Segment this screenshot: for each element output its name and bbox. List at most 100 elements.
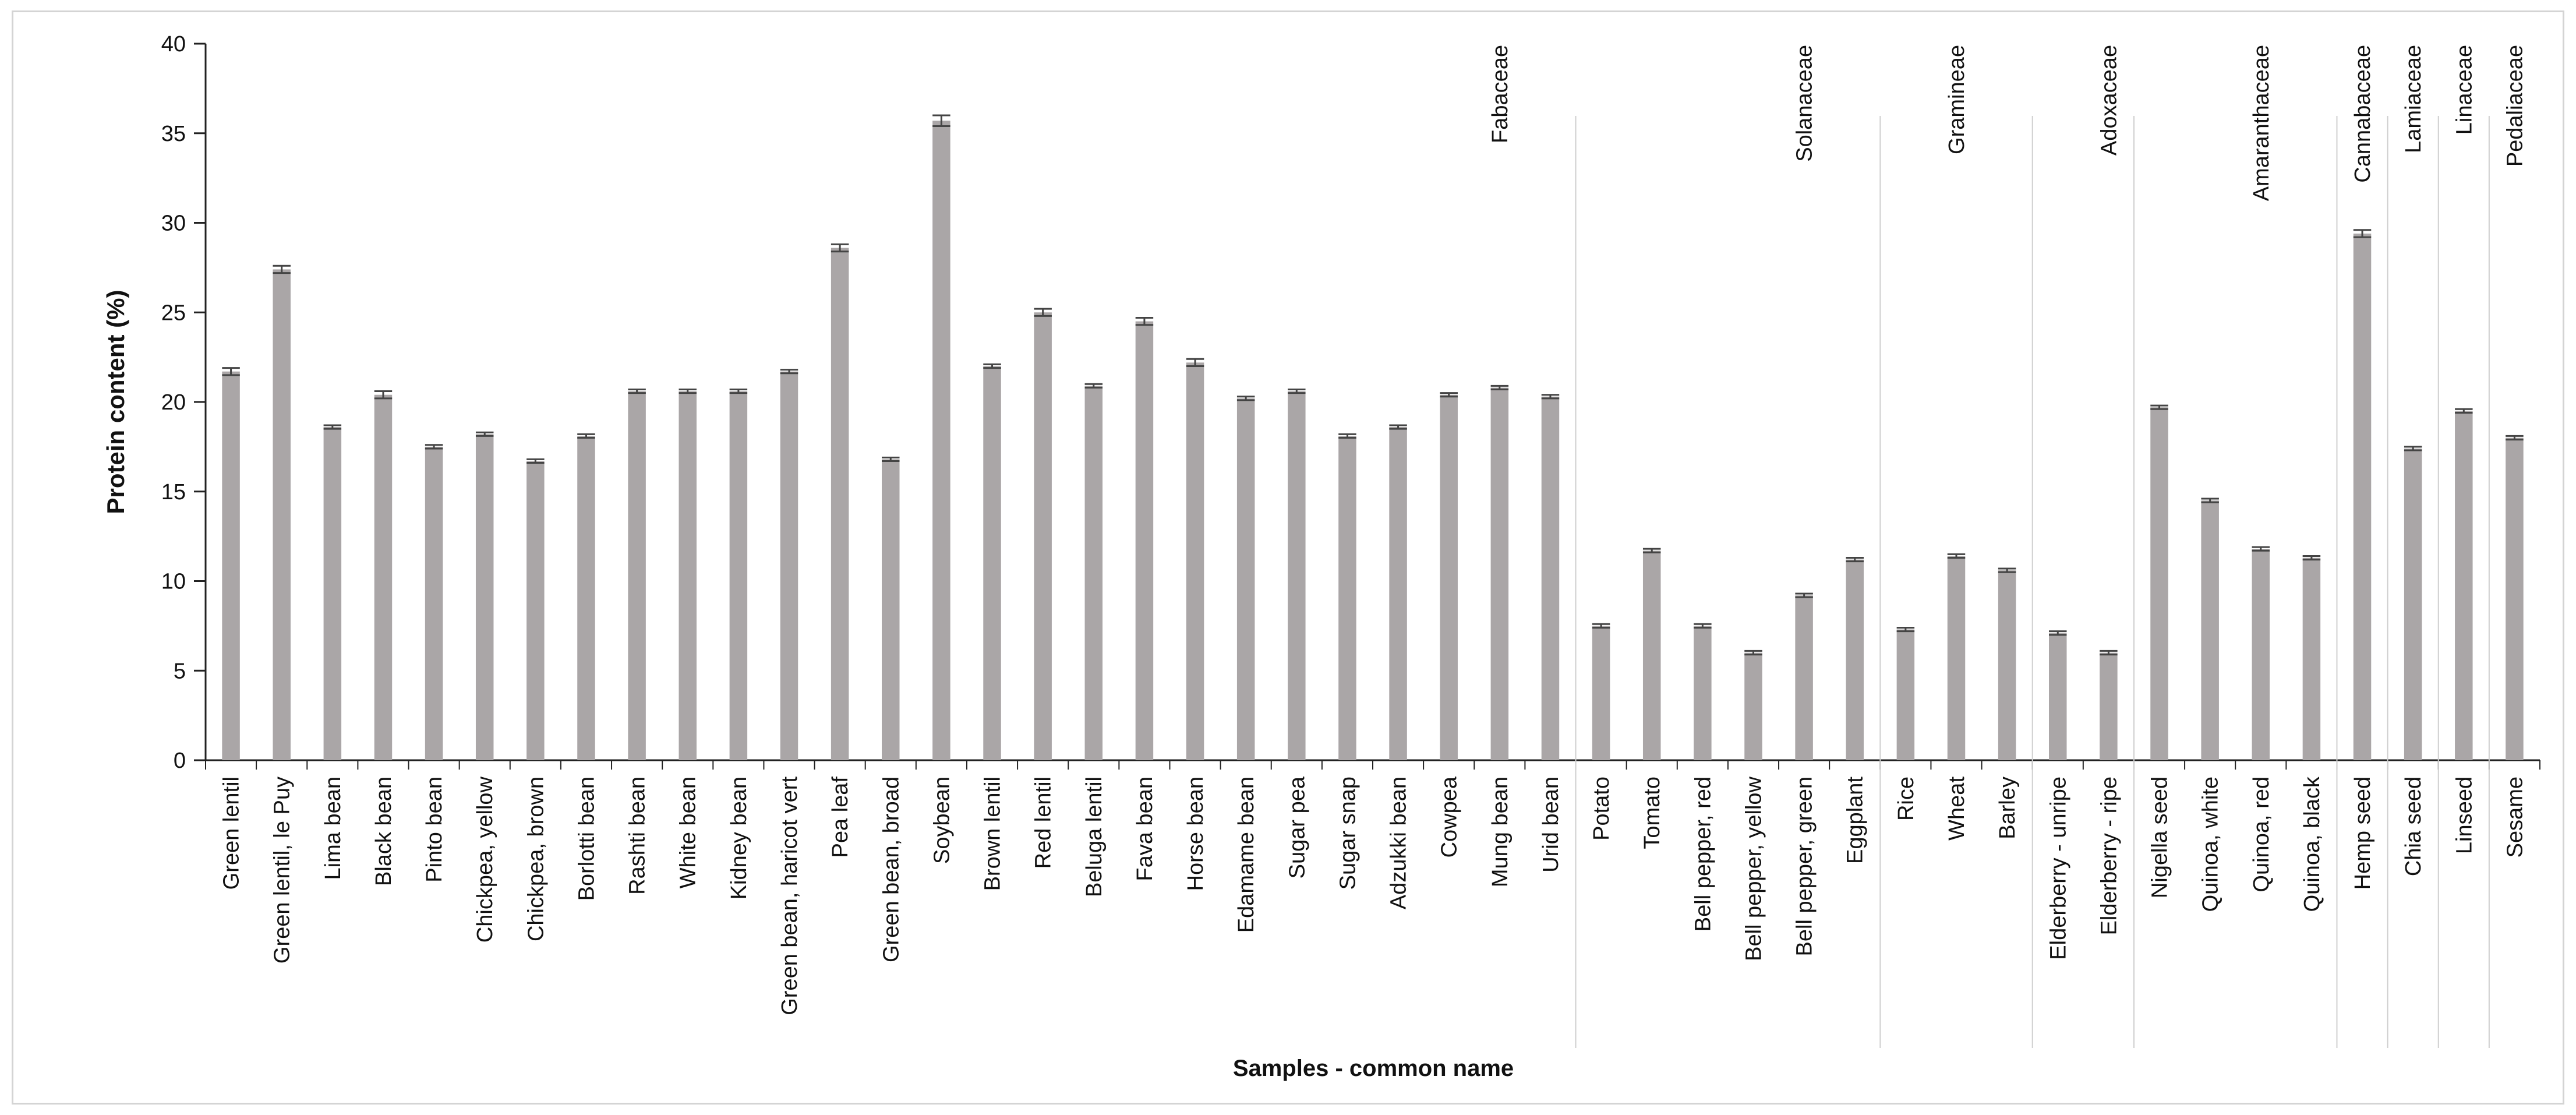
category-label: Rice xyxy=(1894,777,1918,821)
category-label: Elderberry - unripe xyxy=(2046,777,2070,960)
bar xyxy=(577,436,595,760)
category-label: Barley xyxy=(1995,777,2020,839)
y-tick-label: 0 xyxy=(174,749,186,773)
category-label: Bell pepper, red xyxy=(1691,777,1715,931)
category-label: Chickpea, brown xyxy=(524,777,548,941)
family-label: Fabaceae xyxy=(1488,45,1513,143)
y-tick-label: 25 xyxy=(161,301,186,325)
bar xyxy=(2252,549,2270,760)
y-tick-label: 35 xyxy=(161,122,186,146)
bar xyxy=(425,446,443,760)
category-label: White bean xyxy=(676,777,701,888)
bar xyxy=(1084,386,1103,760)
category-label: Soybean xyxy=(930,777,954,864)
bar xyxy=(679,391,697,760)
category-label: Adzukki bean xyxy=(1387,777,1411,909)
family-label: Solanaceae xyxy=(1793,45,1817,162)
chart-figure: 0 5 10 15 20 25 30 35 40 Green lentil Green lenti… xyxy=(12,10,2564,1105)
bar xyxy=(1795,595,1813,760)
category-label: Wheat xyxy=(1945,777,1969,841)
bar xyxy=(2353,233,2372,760)
category-label: Quinoa, red xyxy=(2249,777,2274,892)
family-label: Amaranthaceae xyxy=(2249,45,2274,201)
bar xyxy=(475,434,494,760)
family-label: Linaceae xyxy=(2452,45,2476,135)
bar xyxy=(780,371,798,760)
bar xyxy=(1998,570,2016,760)
bar xyxy=(526,461,545,760)
bar xyxy=(1186,362,1204,760)
category-label: Green lentil xyxy=(220,777,244,890)
category-label: Urid bean xyxy=(1539,777,1563,873)
bar xyxy=(2049,633,2067,760)
category-label: Black bean xyxy=(372,777,396,886)
category-label: Tomato xyxy=(1640,777,1665,849)
family-separators xyxy=(1575,116,2490,1048)
category-label: Green lentil, le Puy xyxy=(270,777,295,964)
category-label: Sugar pea xyxy=(1285,776,1309,878)
category-labels: Green lentil Green lentil, le Puy Lima bea… xyxy=(220,776,2528,1015)
bar xyxy=(2150,407,2168,760)
bar xyxy=(222,371,240,760)
category-label: Lima bean xyxy=(321,777,345,880)
bar xyxy=(2404,448,2422,760)
category-label: Elderberry - ripe xyxy=(2097,777,2121,935)
bar xyxy=(1896,629,1915,760)
bar xyxy=(2100,652,2118,760)
axes xyxy=(194,43,2540,770)
bars xyxy=(222,114,2524,761)
bar xyxy=(983,366,1001,760)
category-label: Beluga lentil xyxy=(1082,777,1107,897)
y-tick-label: 40 xyxy=(161,32,186,57)
category-label: Chia seed xyxy=(2401,777,2426,876)
bar xyxy=(1236,398,1255,760)
family-label: Adoxaceae xyxy=(2097,45,2121,156)
y-tick-label: 30 xyxy=(161,211,186,236)
bar xyxy=(1288,391,1306,760)
bar xyxy=(2302,558,2321,760)
category-label: Kidney bean xyxy=(727,777,751,899)
bar xyxy=(273,269,291,760)
bar xyxy=(882,459,900,760)
bar xyxy=(1541,396,1560,760)
category-label: Green bean, broad xyxy=(879,777,903,962)
category-label: Nigella seed xyxy=(2148,777,2172,898)
category-label: Pea leaf xyxy=(828,777,853,858)
bar xyxy=(1338,436,1356,760)
category-label: Quinoa, black xyxy=(2300,776,2324,912)
category-label: Potato xyxy=(1589,777,1614,841)
category-label: Bell pepper, yellow xyxy=(1741,776,1766,961)
bar xyxy=(932,121,950,761)
x-axis-label: Samples - common name xyxy=(1233,1056,1514,1081)
category-label: Sesame xyxy=(2503,777,2527,858)
family-label: Gramineae xyxy=(1945,45,1969,154)
bar xyxy=(2455,411,2473,760)
bar xyxy=(1694,626,1712,760)
bar xyxy=(374,394,393,760)
bar xyxy=(323,427,342,760)
bar xyxy=(1440,394,1458,760)
category-label: Quinoa, white xyxy=(2199,777,2223,912)
bar xyxy=(1947,556,1966,760)
y-tick-label: 10 xyxy=(161,570,186,594)
category-label: Rashti bean xyxy=(626,777,650,895)
bar xyxy=(1846,559,1864,760)
category-label: Fava bean xyxy=(1133,777,1157,881)
bar xyxy=(1034,312,1052,760)
bar xyxy=(729,391,748,760)
category-label: Bell pepper, green xyxy=(1793,777,1817,956)
y-tick-label: 5 xyxy=(174,659,186,683)
category-label: Brown lentil xyxy=(981,777,1005,891)
category-label: Hemp seed xyxy=(2351,777,2375,890)
y-axis-label: Protein content (%) xyxy=(102,290,129,514)
bar xyxy=(2201,500,2219,760)
family-labels: Fabaceae Solanaceae Gramineae Adoxaceae Amar… xyxy=(1488,45,2528,201)
bar xyxy=(1592,626,1610,760)
bar xyxy=(1744,652,1762,760)
category-label: Pinto bean xyxy=(422,777,447,883)
bar xyxy=(1642,551,1661,760)
category-label: Chickpea, yellow xyxy=(473,776,497,943)
bar xyxy=(628,391,646,760)
category-label: Edamame bean xyxy=(1234,777,1259,933)
